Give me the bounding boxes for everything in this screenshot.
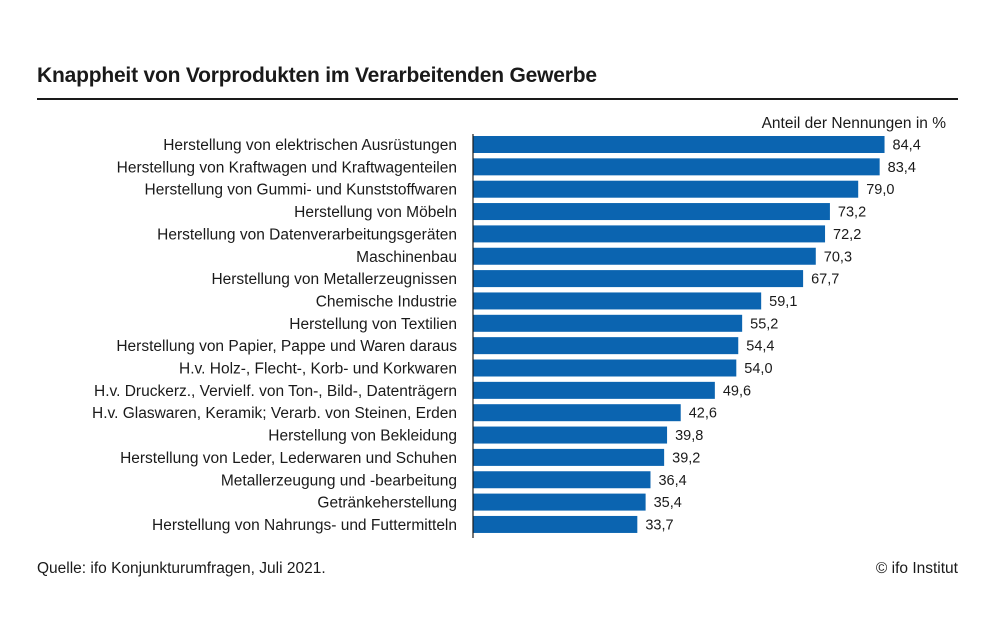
bar xyxy=(473,292,762,310)
value-label: 67,7 xyxy=(811,272,839,288)
bar xyxy=(473,270,804,288)
bar xyxy=(473,426,668,444)
category-label: Herstellung von Leder, Lederwaren und Sc… xyxy=(120,450,457,467)
value-label: 84,4 xyxy=(893,138,921,154)
category-label: Herstellung von Möbeln xyxy=(294,204,457,221)
category-label: Herstellung von Gummi- und Kunststoffwar… xyxy=(145,182,457,199)
copyright-note: © ifo Institut xyxy=(875,560,958,577)
bars-layer: Herstellung von elektrischen Ausrüstunge… xyxy=(92,136,921,534)
chart-title: Knappheit von Vorprodukten im Verarbeite… xyxy=(37,64,597,87)
value-label: 70,3 xyxy=(824,249,852,265)
source-note: Quelle: ifo Konjunkturumfragen, Juli 202… xyxy=(37,560,326,577)
value-label: 39,2 xyxy=(672,450,700,466)
category-label: Getränkeherstellung xyxy=(317,495,457,512)
value-label: 59,1 xyxy=(769,294,797,310)
value-label: 42,6 xyxy=(689,406,717,422)
bar xyxy=(473,158,880,176)
unit-label: Anteil der Nennungen in % xyxy=(762,115,947,132)
bar xyxy=(473,136,885,153)
bar xyxy=(473,493,646,511)
bar xyxy=(473,180,859,198)
category-label: Metallerzeugung und -bearbeitung xyxy=(221,472,457,489)
category-label: Herstellung von Textilien xyxy=(289,316,457,333)
value-label: 79,0 xyxy=(866,182,894,198)
bar xyxy=(473,314,743,332)
category-label: Herstellung von Bekleidung xyxy=(268,428,457,445)
value-label: 72,2 xyxy=(833,227,861,243)
bar xyxy=(473,359,737,377)
category-label: H.v. Druckerz., Vervielf. von Ton-, Bild… xyxy=(94,383,457,400)
category-label: Herstellung von elektrischen Ausrüstunge… xyxy=(163,137,457,154)
category-label: H.v. Glaswaren, Keramik; Verarb. von Ste… xyxy=(92,405,457,422)
value-label: 83,4 xyxy=(888,160,916,176)
bar xyxy=(473,337,739,355)
value-label: 54,0 xyxy=(744,361,772,377)
category-label: Herstellung von Metallerzeugnissen xyxy=(211,271,457,288)
category-label: Maschinenbau xyxy=(356,249,457,266)
category-label: Herstellung von Nahrungs- und Futtermitt… xyxy=(152,517,457,534)
title-divider xyxy=(37,98,958,100)
bar xyxy=(473,225,826,243)
category-label: H.v. Holz-, Flecht-, Korb- und Korkwaren xyxy=(179,361,457,378)
category-label: Chemische Industrie xyxy=(316,293,457,310)
bar xyxy=(473,471,651,489)
value-label: 39,8 xyxy=(675,428,703,444)
bar xyxy=(473,515,638,533)
value-label: 36,4 xyxy=(658,473,686,489)
value-label: 54,4 xyxy=(746,339,774,355)
value-label: 73,2 xyxy=(838,205,866,221)
bar xyxy=(473,203,830,221)
value-label: 35,4 xyxy=(654,495,682,511)
bar xyxy=(473,247,816,265)
bar xyxy=(473,381,715,399)
value-label: 55,2 xyxy=(750,316,778,332)
category-label: Herstellung von Kraftwagen und Kraftwage… xyxy=(117,159,457,176)
category-label: Herstellung von Datenverarbeitungsgeräte… xyxy=(157,226,457,243)
category-label: Herstellung von Papier, Pappe und Waren … xyxy=(116,338,457,355)
value-label: 33,7 xyxy=(645,517,673,533)
value-label: 49,6 xyxy=(723,383,751,399)
bar xyxy=(473,404,681,422)
bar xyxy=(473,448,665,466)
